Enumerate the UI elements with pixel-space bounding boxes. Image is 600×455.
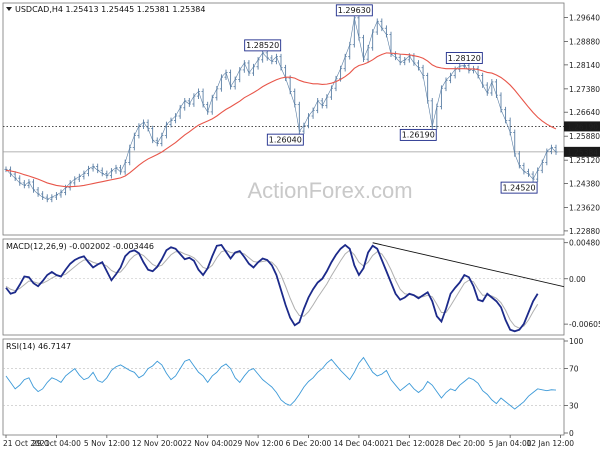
rsi-line (5, 356, 557, 410)
level-price-box (564, 121, 600, 132)
price-tick-label: 1.26640 (569, 108, 600, 117)
x-tick-label: 5 Nov 12:00 (84, 439, 130, 448)
x-tick-label: 29 Nov 12:00 (233, 439, 284, 448)
current-price-box (564, 146, 600, 157)
price-tick-label: 1.28140 (569, 61, 600, 70)
rsi-panel-title: RSI(14) 46.7147 (6, 342, 71, 351)
price-annotation-box (335, 4, 373, 17)
price-annotation-box (266, 133, 304, 146)
price-annotation-box (445, 52, 483, 64)
price-panel-title: USDCAD,H4 1.25413 1.25445 1.25381 1.2538… (15, 5, 205, 14)
price-annotation-label: 1.24520 (503, 183, 536, 192)
macd-panel-title: MACD(12,26,9) -0.002002 -0.003446 (6, 242, 154, 251)
current-price-label: 1.25384 (567, 148, 598, 157)
macd-tick-label: 0.00 (569, 275, 586, 284)
x-tick-label: 29 Oct 04:00 (32, 439, 81, 448)
macd-panel (2, 238, 565, 336)
x-tick-label: 22 Nov 04:00 (182, 439, 233, 448)
price-tick-label: 1.28880 (569, 38, 600, 47)
moving-average-line (5, 52, 557, 188)
x-tick-label: 21 Oct 2021 (3, 439, 50, 448)
macd-tick-label: -0.00605 (569, 320, 600, 329)
x-tick-label: 12 Nov 20:00 (132, 439, 183, 448)
price-annotation-box (244, 39, 282, 52)
price-annotation-label: 1.26190 (402, 131, 435, 140)
price-tick-label: 1.27380 (569, 85, 600, 94)
rsi-panel (2, 338, 565, 436)
level-price-label: 1.26190 (567, 122, 598, 131)
price-tick-label: 1.23620 (569, 204, 600, 213)
price-annotation-label: 1.29630 (338, 6, 371, 15)
price-annotation-box (399, 128, 437, 141)
price-close-line (5, 17, 557, 200)
x-tick-label: 12 Jan 12:00 (527, 439, 575, 448)
rsi-tick-label: 100 (569, 337, 584, 346)
price-annotation-label: 1.28120 (448, 54, 481, 63)
macd-line (5, 243, 539, 333)
price-tick-label: 1.29640 (569, 14, 600, 23)
price-tick-label: 1.22880 (569, 227, 600, 236)
price-annotation-label: 1.28520 (246, 41, 279, 50)
macd-trendline (372, 242, 564, 288)
x-tick-label: 5 Jan 04:00 (489, 439, 532, 448)
x-tick-label: 6 Dec 20:00 (286, 439, 332, 448)
price-annotation-label: 1.26040 (269, 135, 302, 144)
price-panel (2, 2, 565, 236)
rsi-tick-label: 30 (569, 401, 579, 410)
price-tick-label: 1.24380 (569, 180, 600, 189)
price-annotation-box (500, 181, 538, 194)
x-tick-label: 14 Dec 04:00 (334, 439, 385, 448)
price-tick-label: 1.25120 (569, 156, 600, 165)
rsi-tick-label: 0 (569, 429, 574, 438)
rsi-tick-label: 70 (569, 365, 579, 374)
price-tick-label: 1.25880 (569, 132, 600, 141)
macd-tick-label: 0.004809 (569, 239, 600, 248)
macd-signal-line (5, 249, 539, 329)
x-tick-label: 21 Dec 12:00 (384, 439, 435, 448)
triangle-down-icon[interactable] (6, 7, 12, 11)
watermark: ActionForex.com (247, 178, 412, 203)
x-tick-label: 28 Dec 20:00 (435, 439, 486, 448)
